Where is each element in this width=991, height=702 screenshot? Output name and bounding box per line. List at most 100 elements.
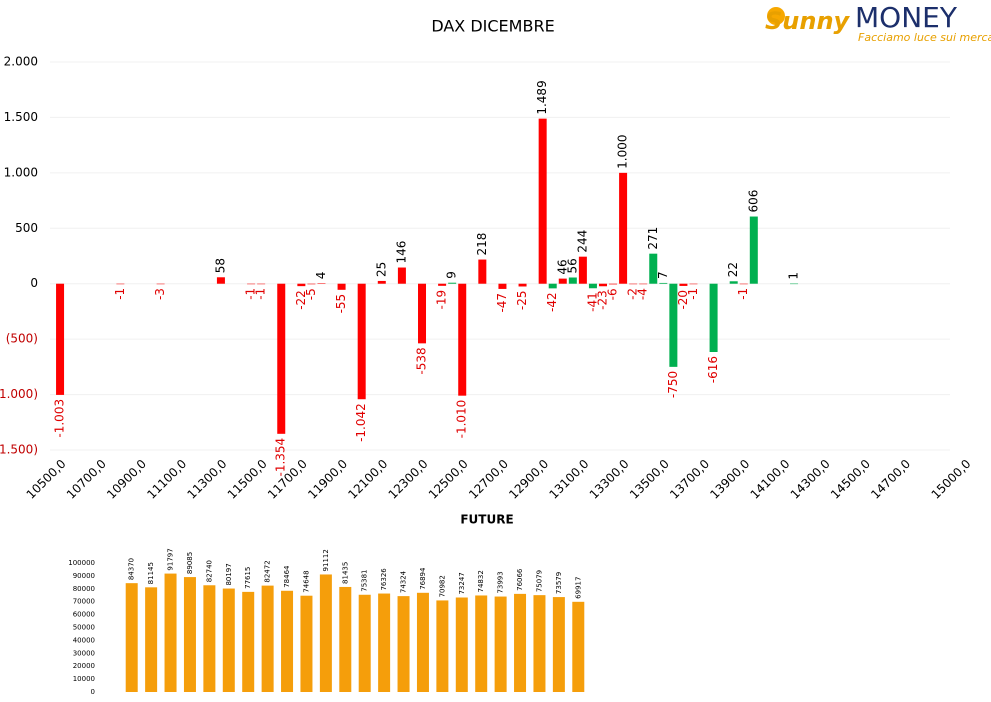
y-tick-label: 100000 xyxy=(68,559,95,567)
bar xyxy=(56,283,65,395)
data-label: 76894 xyxy=(419,567,427,590)
data-label: 74648 xyxy=(302,570,310,592)
y-tick-label: 1.000 xyxy=(4,165,38,179)
x-tick-label: 10500,0 xyxy=(24,457,69,502)
y-tick-label: (500) xyxy=(6,332,38,346)
bar xyxy=(494,596,507,692)
data-label: -1.042 xyxy=(354,403,368,442)
x-tick-label: 12900,0 xyxy=(506,457,551,502)
data-label: 84370 xyxy=(128,558,136,580)
bar xyxy=(145,587,158,692)
data-label: -5 xyxy=(304,288,318,300)
bar xyxy=(397,596,410,692)
logo-tagline: Facciamo luce sui mercati xyxy=(858,31,991,44)
x-tick-label: 12500,0 xyxy=(426,457,471,502)
bar xyxy=(416,592,429,692)
x-tick-label: 12100,0 xyxy=(345,457,390,502)
bar xyxy=(337,283,346,290)
x-tick-label: 14300,0 xyxy=(788,457,833,502)
bar xyxy=(436,600,449,692)
y-tick-label: (1.500) xyxy=(0,443,38,457)
logo-sun xyxy=(767,7,785,25)
y-tick-label: 40000 xyxy=(73,636,95,644)
data-label: 78464 xyxy=(283,565,291,588)
x-tick-label: 13500,0 xyxy=(627,457,672,502)
bar xyxy=(125,583,138,692)
bar xyxy=(216,277,225,284)
data-label: -22 xyxy=(294,290,308,310)
x-tick-label: 14700,0 xyxy=(868,457,913,502)
y-tick-label: 80000 xyxy=(73,585,95,593)
data-label: -750 xyxy=(666,371,680,398)
bar xyxy=(397,267,406,284)
data-label: 74324 xyxy=(400,570,408,593)
bar xyxy=(552,597,565,692)
y-tick-label: 30000 xyxy=(73,649,95,657)
bar xyxy=(568,277,577,284)
bar xyxy=(478,259,487,284)
data-label: 70982 xyxy=(438,575,446,597)
data-label: 91797 xyxy=(167,548,175,570)
data-label: -42 xyxy=(545,292,559,312)
bar xyxy=(378,593,391,692)
data-label: -1 xyxy=(686,288,700,300)
data-label: 73993 xyxy=(497,571,505,593)
data-label: 271 xyxy=(646,227,660,250)
bar xyxy=(183,577,196,692)
data-label: 82472 xyxy=(264,560,272,582)
bar xyxy=(669,283,678,367)
data-label: 76066 xyxy=(516,568,524,591)
bar xyxy=(418,283,427,344)
data-label: -538 xyxy=(415,347,429,374)
bar xyxy=(261,585,274,692)
x-tick-label: 13700,0 xyxy=(667,457,712,502)
data-label: 606 xyxy=(746,190,760,213)
x-tick-label: 11500,0 xyxy=(225,457,270,502)
data-label: -23 xyxy=(595,290,609,310)
data-label: -1 xyxy=(244,288,258,300)
data-label: 146 xyxy=(394,241,408,264)
bar xyxy=(609,283,618,285)
y-tick-label: 10000 xyxy=(73,675,95,683)
data-label: 80197 xyxy=(225,563,233,585)
bar xyxy=(749,216,758,284)
bar xyxy=(164,573,177,692)
bar xyxy=(357,283,366,400)
bar xyxy=(156,283,165,285)
data-label: -1.354 xyxy=(274,438,288,477)
bar xyxy=(307,283,316,285)
data-label: 77615 xyxy=(244,567,252,589)
bar xyxy=(533,595,546,692)
bar xyxy=(339,586,352,692)
bar xyxy=(649,253,658,284)
data-label: 1.489 xyxy=(535,80,549,114)
data-label: 58 xyxy=(213,258,227,273)
data-label: 81435 xyxy=(341,562,349,584)
chart-title: FUTURE xyxy=(460,513,513,527)
bar xyxy=(257,283,266,285)
x-tick-label: 11100,0 xyxy=(144,457,189,502)
x-tick-label: 14100,0 xyxy=(748,457,793,502)
bar xyxy=(709,283,718,353)
data-label: 75381 xyxy=(361,569,369,591)
x-tick-label: 12700,0 xyxy=(466,457,511,502)
data-label: 7 xyxy=(656,271,670,279)
data-label: -1.010 xyxy=(455,400,469,439)
x-tick-label: 10700,0 xyxy=(64,457,109,502)
data-label: -3 xyxy=(153,288,167,300)
bar xyxy=(297,283,306,287)
bar xyxy=(739,283,748,285)
bar xyxy=(689,283,698,285)
data-label: 244 xyxy=(575,230,589,253)
bar xyxy=(639,283,648,285)
bar xyxy=(277,283,286,434)
data-label: -4 xyxy=(636,288,650,300)
y-tick-label: 2.000 xyxy=(4,55,38,69)
y-tick-label: 500 xyxy=(15,221,38,235)
data-label: 91112 xyxy=(322,549,330,571)
bar xyxy=(458,283,467,396)
data-label: 22 xyxy=(726,262,740,277)
data-label: -25 xyxy=(515,290,529,310)
bar xyxy=(538,118,547,284)
